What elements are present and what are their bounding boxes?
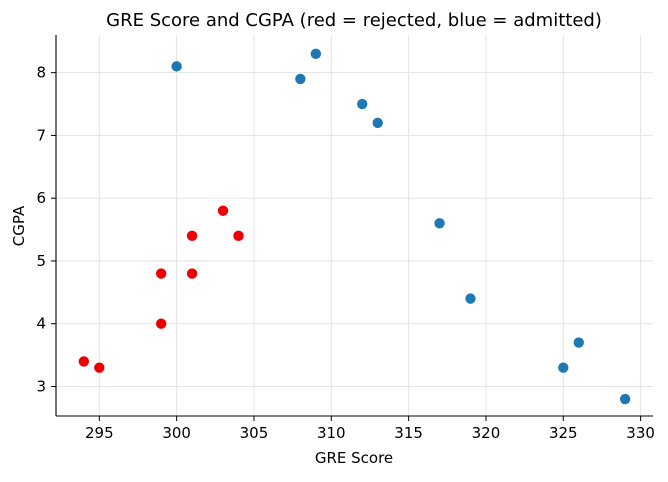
data-point-rejected <box>217 205 229 216</box>
axes-layer: 295 300 305 310 315 320 325 330 3 4 5 6 7 8 <box>36 35 655 442</box>
points-layer <box>78 48 631 405</box>
data-point-admitted <box>310 48 322 60</box>
x-tick-label: 325 <box>549 424 578 442</box>
y-tick-label: 8 <box>36 64 46 82</box>
data-point-rejected <box>155 318 167 329</box>
x-tick-label: 295 <box>85 424 114 442</box>
data-point-rejected <box>155 268 167 279</box>
y-tick-label: 5 <box>36 252 46 270</box>
y-tick-label: 7 <box>36 126 46 144</box>
x-tick-label: 305 <box>240 424 269 442</box>
y-tick-label: 4 <box>36 315 46 333</box>
data-point-rejected <box>186 230 198 242</box>
data-point-admitted <box>295 73 306 85</box>
data-point-admitted <box>171 61 182 72</box>
data-point-admitted <box>465 293 476 304</box>
y-axis-label: CGPA <box>10 205 28 246</box>
data-point-rejected <box>94 362 105 373</box>
data-point-admitted <box>619 393 631 405</box>
x-tick-label: 330 <box>626 424 655 442</box>
x-tick-label: 300 <box>162 424 191 442</box>
grid-layer <box>56 35 653 416</box>
data-point-admitted <box>372 117 383 129</box>
data-point-admitted <box>573 337 584 348</box>
data-point-rejected <box>78 356 90 367</box>
data-point-admitted <box>558 362 569 373</box>
x-tick-label: 310 <box>317 424 346 442</box>
y-tick-label: 3 <box>36 377 46 395</box>
x-axis-label: GRE Score <box>315 449 393 467</box>
data-point-rejected <box>186 268 198 279</box>
x-tick-label: 315 <box>394 424 423 442</box>
chart-title: GRE Score and CGPA (red = rejected, blue… <box>106 10 602 31</box>
data-point-admitted <box>357 98 368 110</box>
x-tick-label: 320 <box>472 424 501 442</box>
data-point-admitted <box>434 218 445 229</box>
data-point-rejected <box>233 230 244 242</box>
y-tick-label: 6 <box>36 189 46 207</box>
